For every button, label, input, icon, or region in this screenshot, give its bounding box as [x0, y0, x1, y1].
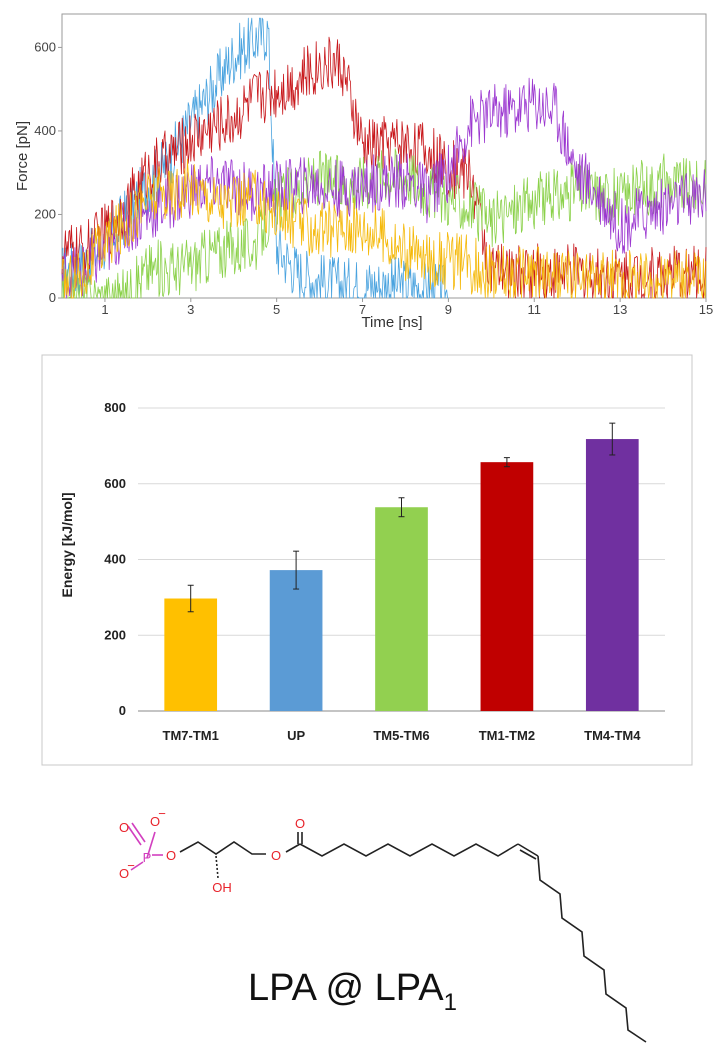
atom-o-minus-top: O — [150, 814, 160, 829]
caption-main: LPA @ LPA — [248, 967, 444, 1009]
force-series-group — [61, 17, 707, 299]
force-x-tick-label: 11 — [528, 302, 542, 317]
force-plot-frame — [61, 13, 707, 299]
energy-y-tick-label: 600 — [104, 476, 126, 491]
energy-bar — [164, 598, 218, 711]
energy-category-label: TM4-TM4 — [584, 728, 641, 743]
acyl-chain-1 — [299, 843, 519, 857]
atom-o-ester-2: O — [271, 848, 281, 863]
energy-x-ticks: TM7-TM1 UP TM5-TM6 TM1-TM2 TM4-TM4 — [163, 728, 642, 743]
bond-cis-double-a — [517, 843, 539, 857]
bond-cis-double-b — [519, 849, 537, 860]
atom-o-carbonyl: O — [295, 816, 305, 831]
force-x-tick-label: 15 — [699, 302, 713, 317]
atom-o-ester-1: O — [166, 848, 176, 863]
energy-bar — [585, 439, 639, 711]
force-series-line — [61, 17, 449, 299]
force-x-tick-label: 3 — [187, 302, 194, 317]
lpa-structure: O − O P O − O OH O O — [119, 806, 647, 1043]
bond-p-o-top — [146, 831, 156, 859]
glycerol-backbone — [179, 841, 266, 855]
force-x-tick-label: 1 — [101, 302, 108, 317]
molecule-caption: LPA @ LPA1 — [248, 967, 457, 1016]
force-y-ticks: 0 200 400 600 — [34, 39, 62, 305]
force-series-line — [61, 36, 707, 299]
bond-p-o-bottom — [130, 861, 144, 871]
bond-p-o-double-a — [127, 825, 142, 846]
energy-y-axis-title: Energy [kJ/mol] — [59, 492, 75, 597]
energy-category-label: TM7-TM1 — [163, 728, 219, 743]
bond-oh-stereo — [215, 855, 219, 879]
atom-o-double: O — [119, 820, 129, 835]
force-x-ticks: 1 3 5 7 9 11 13 15 — [101, 298, 713, 317]
atom-o-minus-bottom: O — [119, 866, 129, 881]
atom-phosphorus: P — [143, 850, 152, 865]
force-series-line — [61, 148, 707, 299]
energy-chart: 0 200 400 600 800 TM7-TM1 UP TM5-TM6 TM1-TM2 TM4… — [41, 354, 693, 766]
charge-top: − — [158, 806, 166, 821]
energy-y-tick-label: 800 — [104, 400, 126, 415]
energy-category-label: TM5-TM6 — [373, 728, 429, 743]
energy-bar — [375, 507, 428, 711]
bond-p-o-double-b — [131, 822, 146, 843]
force-series-line — [61, 158, 707, 299]
energy-y-tick-label: 200 — [104, 627, 126, 642]
force-x-tick-label: 13 — [613, 302, 627, 317]
force-y-axis-title: Force [pN] — [14, 121, 31, 191]
charge-bottom: − — [127, 858, 135, 873]
energy-category-label: UP — [287, 728, 305, 743]
energy-bar — [269, 570, 323, 711]
acyl-chain-2 — [537, 855, 647, 1043]
force-y-tick-label: 200 — [34, 206, 56, 221]
energy-bar — [480, 462, 534, 711]
force-x-axis-title: Time [ns] — [361, 314, 422, 331]
bond-ester-c — [285, 843, 301, 853]
force-y-tick-label: 600 — [34, 39, 56, 54]
energy-category-label: TM1-TM2 — [479, 728, 535, 743]
energy-y-ticks: 0 200 400 600 800 — [104, 400, 126, 718]
energy-y-tick-label: 400 — [104, 552, 126, 567]
force-x-tick-label: 5 — [273, 302, 280, 317]
atom-oh: OH — [212, 880, 232, 895]
energy-bars — [164, 422, 639, 711]
force-x-tick-label: 7 — [359, 302, 366, 317]
force-x-tick-label: 9 — [445, 302, 452, 317]
force-series-line — [61, 77, 707, 299]
energy-y-tick-label: 0 — [119, 703, 126, 718]
force-y-tick-label: 0 — [49, 290, 56, 305]
caption-subscript: 1 — [444, 989, 457, 1016]
force-y-tick-label: 400 — [34, 123, 56, 138]
